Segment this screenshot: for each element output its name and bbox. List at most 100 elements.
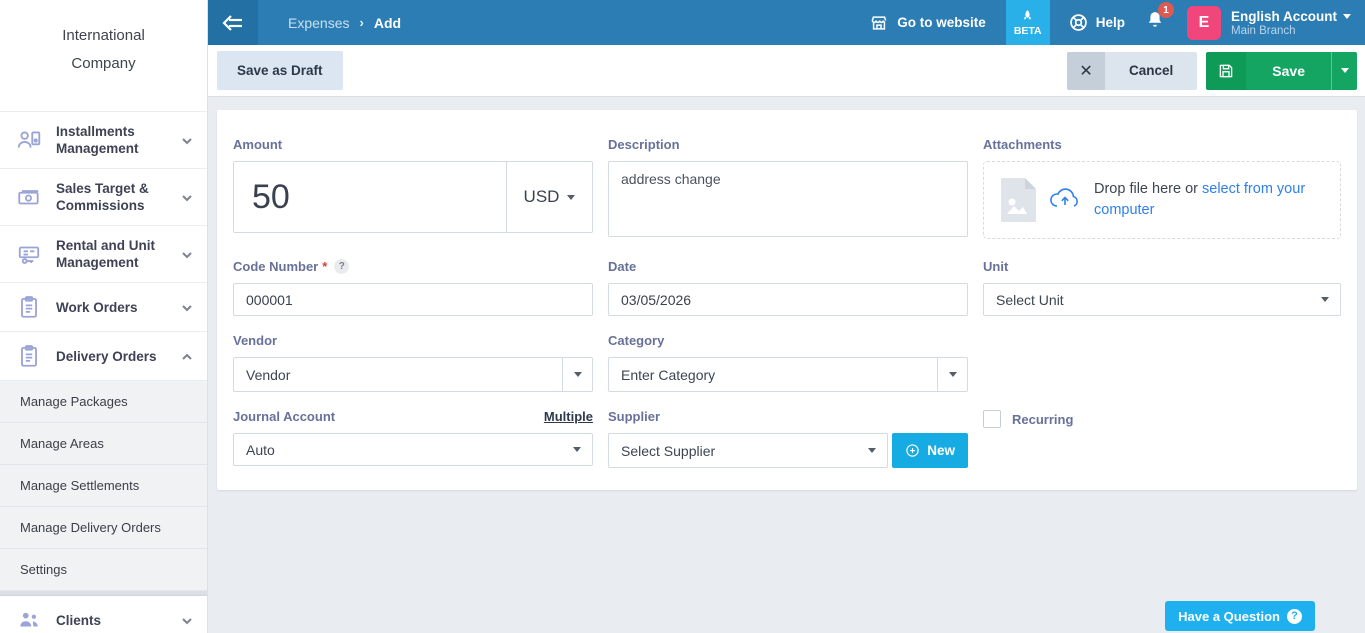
- sidebar-item-label: Work Orders: [56, 299, 138, 315]
- beta-label: BETA: [1013, 24, 1042, 37]
- new-supplier-label: New: [927, 443, 955, 458]
- sidebar-menu: Installments Management Sales Target & C…: [0, 111, 207, 633]
- attachments-dropzone[interactable]: Drop file here or select from your compu…: [983, 161, 1341, 239]
- amount-label: Amount: [233, 137, 283, 152]
- sidebar-item-label: Clients: [56, 612, 102, 628]
- supplier-select-value: Select Supplier: [621, 442, 716, 459]
- avatar[interactable]: E: [1186, 5, 1221, 40]
- chevron-down-icon: [562, 447, 592, 452]
- sidebar-item-label: Rental and Unit Management: [56, 238, 156, 270]
- close-icon[interactable]: ✕: [1067, 51, 1106, 90]
- submenu-item-manage-settlements[interactable]: Manage Settlements: [0, 465, 207, 507]
- currency-select[interactable]: USD: [506, 162, 592, 232]
- new-supplier-button[interactable]: New: [892, 433, 968, 468]
- commissions-icon: [16, 184, 42, 210]
- supplier-field-group: Supplier Select Supplier New: [608, 409, 968, 468]
- top-header: Expenses › Add Go to website BETA Help 1…: [208, 0, 1365, 45]
- vendor-field-group: Vendor Vendor: [233, 333, 593, 392]
- help-button[interactable]: Help: [1068, 12, 1125, 33]
- description-textarea[interactable]: address change: [608, 161, 968, 237]
- file-image-icon: [998, 178, 1036, 222]
- select-from-computer-link[interactable]: select from your computer: [1094, 181, 1306, 218]
- cancel-label: Cancel: [1105, 51, 1198, 90]
- supplier-label: Supplier: [608, 409, 661, 424]
- save-label: Save: [1246, 51, 1331, 90]
- supplier-select[interactable]: Select Supplier: [608, 433, 889, 468]
- save-button[interactable]: Save: [1206, 51, 1357, 90]
- category-field-group: Category Enter Category: [608, 333, 968, 392]
- required-asterisk: *: [322, 259, 328, 274]
- date-field-group: Date: [608, 259, 968, 316]
- journal-account-field-group: Journal Account Multiple Auto: [233, 409, 593, 468]
- cloud-upload-icon: [1049, 186, 1081, 215]
- chevron-down-icon: [1310, 297, 1340, 302]
- sidebar-item-delivery-orders[interactable]: Delivery Orders: [0, 332, 207, 381]
- code-number-label: Code Number * ?: [233, 259, 593, 274]
- amount-field-group: Amount USD: [233, 137, 593, 242]
- unit-select[interactable]: Select Unit: [983, 283, 1341, 316]
- sidebar-item-installments-management[interactable]: Installments Management: [0, 112, 207, 169]
- unit-field-group: Unit Select Unit: [983, 259, 1341, 316]
- save-dropdown-button[interactable]: [1331, 51, 1357, 90]
- branch-name: Main Branch: [1230, 24, 1296, 37]
- save-floppy-icon: [1206, 51, 1247, 90]
- cancel-button[interactable]: ✕ Cancel: [1067, 51, 1198, 90]
- sidebar-item-sales-target-commissions[interactable]: Sales Target & Commissions: [0, 169, 207, 226]
- chevron-down-icon: [937, 358, 967, 391]
- journal-account-value: Auto: [246, 441, 275, 458]
- breadcrumb-add: Add: [373, 14, 402, 31]
- submenu-item-settings[interactable]: Settings: [0, 549, 207, 591]
- notifications-button[interactable]: 1: [1145, 2, 1174, 36]
- category-select[interactable]: Enter Category: [608, 357, 968, 392]
- account-menu[interactable]: English Account Main Branch: [1231, 9, 1351, 37]
- journal-account-label: Journal Account: [233, 409, 336, 424]
- action-toolbar: Save as Draft ✕ Cancel Save: [208, 45, 1365, 97]
- save-as-draft-button[interactable]: Save as Draft: [217, 51, 343, 90]
- account-name: English Account: [1230, 8, 1337, 24]
- chevron-down-icon: [181, 134, 193, 146]
- company-logo[interactable]: International Company: [0, 0, 207, 111]
- code-number-field-group: Code Number * ?: [233, 259, 593, 316]
- plus-circle-icon: [906, 444, 919, 457]
- sidebar-item-rental-unit-management[interactable]: Rental and Unit Management: [0, 226, 207, 283]
- breadcrumb-expenses[interactable]: Expenses: [288, 14, 350, 31]
- help-tooltip-icon[interactable]: ?: [334, 259, 350, 274]
- help-label: Help: [1095, 15, 1125, 30]
- collapse-sidebar-button[interactable]: [208, 0, 258, 45]
- submenu-item-manage-packages[interactable]: Manage Packages: [0, 381, 207, 423]
- multiple-link[interactable]: Multiple: [543, 409, 593, 424]
- submenu-item-manage-delivery-orders[interactable]: Manage Delivery Orders: [0, 507, 207, 549]
- clients-icon: [16, 607, 42, 633]
- vendor-select[interactable]: Vendor: [233, 357, 593, 392]
- attachments-field-group: Attachments Drop file here or select fro…: [983, 137, 1341, 242]
- chevron-down-icon: [181, 191, 193, 203]
- currency-value: USD: [523, 187, 560, 206]
- have-a-question-button[interactable]: Have a Question ?: [1165, 601, 1315, 631]
- sidebar-item-clients[interactable]: Clients: [0, 596, 207, 633]
- notification-badge: 1: [1157, 2, 1174, 18]
- description-field-group: Description address change: [608, 137, 968, 242]
- rental-icon: [16, 241, 42, 267]
- sidebar-item-work-orders[interactable]: Work Orders: [0, 283, 207, 332]
- recurring-checkbox[interactable]: [983, 410, 1001, 428]
- go-to-website-button[interactable]: Go to website: [869, 13, 986, 33]
- work-orders-icon: [16, 294, 42, 320]
- beta-button[interactable]: BETA: [1005, 0, 1050, 45]
- submenu-item-manage-areas[interactable]: Manage Areas: [0, 423, 207, 465]
- sidebar: International Company Installments Manag…: [0, 0, 208, 633]
- storefront-icon: [871, 15, 887, 30]
- installments-icon: [16, 127, 42, 153]
- chevron-up-icon: [181, 350, 193, 362]
- category-select-value: Enter Category: [621, 366, 716, 383]
- bell-icon: [1148, 12, 1162, 27]
- chevron-down-icon: [181, 301, 193, 313]
- main-content: Amount USD Description address change At…: [208, 97, 1365, 633]
- company-name: International Company: [62, 27, 145, 72]
- amount-input[interactable]: [234, 162, 506, 232]
- breadcrumb-separator-icon: ›: [359, 15, 364, 30]
- date-input[interactable]: [608, 283, 968, 316]
- collapse-sidebar-icon: [222, 14, 242, 31]
- code-number-input[interactable]: [233, 283, 593, 316]
- category-label: Category: [608, 333, 665, 348]
- journal-account-select[interactable]: Auto: [233, 433, 593, 466]
